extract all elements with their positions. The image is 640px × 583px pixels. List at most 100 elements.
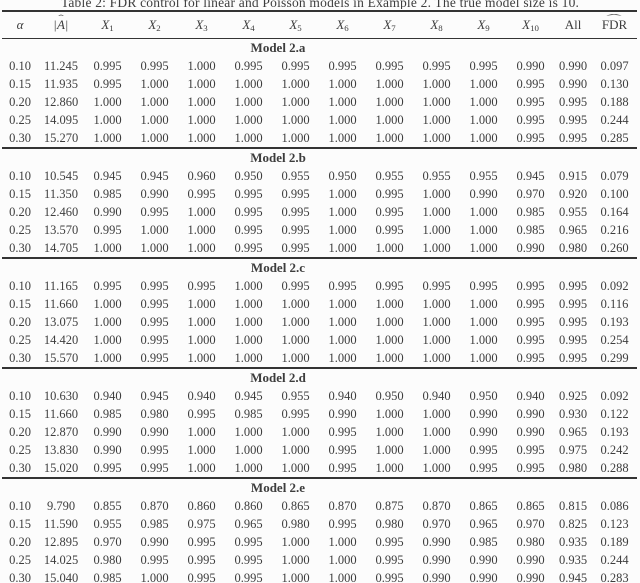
column-header-x5: X5 [272,11,319,39]
cell-value: 0.995 [93,222,122,237]
cell-value: 1.000 [234,350,263,365]
cell-value: 0.995 [234,186,263,201]
cell-value: 1.000 [281,130,310,145]
cell-value: 1.000 [375,460,404,475]
cell-value: 1.000 [469,240,498,255]
cell-value: 0.189 [600,534,629,549]
cell-value: 0.940 [93,388,122,403]
cell-value: 0.130 [600,76,629,91]
cell-value: 0.995 [516,442,545,457]
cell-value: 0.945 [516,168,545,183]
abs-bar: | [53,17,57,32]
cell-value: 1.000 [375,332,404,347]
column-header-x4: X4 [225,11,272,39]
cell-value: 1.000 [281,424,310,439]
cell-value: 1.000 [469,204,498,219]
cell-value: 1.000 [328,350,357,365]
alpha-value: 0.20 [9,94,31,109]
cell-value: 14.420 [43,332,79,347]
cell-value: 1.000 [187,332,216,347]
cell-value: 1.000 [328,76,357,91]
cell-value: 0.244 [600,552,629,567]
cell-value: 1.000 [422,112,451,127]
cell-value: 0.815 [558,498,588,513]
cell-value: 15.040 [43,570,79,583]
cell-value: 0.995 [187,570,216,583]
cell-value: 0.955 [558,204,588,219]
cell-value: 1.000 [234,314,263,329]
cell-value: 9.790 [46,498,76,513]
block-title-spacer [592,477,637,497]
cell-value: 10.545 [43,168,79,183]
cell-value: 0.965 [558,222,588,237]
cell-value: 0.123 [600,516,629,531]
cell-value: 0.950 [328,168,357,183]
cell-value: 1.000 [328,130,357,145]
column-header-alpha: α [2,11,38,39]
cell-value: 0.980 [281,516,310,531]
cell-value: 0.995 [234,58,263,73]
cell-value: 11.245 [44,58,78,73]
cell-value: 0.860 [187,498,216,513]
data-row: 0.10 9.790 0.855 0.870 0.860 0.860 0.865 0.870 0… [2,497,637,515]
cell-value: 1.000 [375,240,404,255]
cell-value: 1.000 [140,112,169,127]
cell-value: 0.930 [558,406,588,421]
cell-value: 1.000 [281,314,310,329]
cell-value: 1.000 [422,442,451,457]
cell-value: 1.000 [422,296,451,311]
cell-value: 0.935 [558,534,588,549]
cell-value: 0.990 [516,406,545,421]
cell-value: 0.285 [600,130,629,145]
cell-value: 0.995 [516,76,545,91]
cell-value: 0.995 [187,552,216,567]
cell-value: 0.985 [93,186,122,201]
cell-value: 0.995 [558,112,588,127]
cell-value: 0.985 [516,204,545,219]
cell-value: 0.875 [375,498,404,513]
block-title-spacer [554,257,592,277]
cell-value: 0.995 [516,314,545,329]
cell-value: 1.000 [187,442,216,457]
cell-value: 0.970 [93,534,122,549]
cell-value: 1.000 [375,424,404,439]
header-row: α |A ˆ | X1 X2 X3 X4 X5 X6 X7 X8 X9 X10 All FDR ˆ [2,11,637,39]
cell-value: 1.000 [281,112,310,127]
cell-value: 0.995 [234,240,263,255]
cell-value: 0.995 [140,204,169,219]
data-row: 0.15 11.660 1.000 0.995 1.000 1.000 1.000 1.000… [2,295,637,313]
cell-value: 1.000 [93,332,122,347]
alpha-value: 0.30 [9,240,31,255]
cell-value: 0.940 [187,388,216,403]
alpha-value: 0.25 [9,552,31,567]
cell-value: 0.995 [140,350,169,365]
column-header-x1: X1 [84,11,131,39]
cell-value: 1.000 [93,130,122,145]
cell-value: 0.092 [600,278,629,293]
cell-value: 0.970 [422,516,451,531]
cell-value: 1.000 [469,296,498,311]
cell-value: 1.000 [469,130,498,145]
alpha-value: 0.30 [9,130,31,145]
alpha-value: 0.10 [9,278,31,293]
alpha-value: 0.20 [9,314,31,329]
cell-value: 0.990 [516,424,545,439]
cell-value: 0.995 [375,58,404,73]
cell-value: 0.995 [140,278,169,293]
cell-value: 0.995 [422,58,451,73]
cell-value: 0.945 [234,388,263,403]
column-header-x10: X10 [507,11,554,39]
data-row: 0.25 14.095 1.000 1.000 1.000 1.000 1.000 1.000… [2,111,637,129]
cell-value: 0.865 [281,498,310,513]
cell-value: 1.000 [328,552,357,567]
cell-value: 0.955 [375,168,404,183]
cell-value: 0.980 [375,516,404,531]
cell-value: 0.299 [600,350,629,365]
alpha-value: 0.10 [9,58,31,73]
cell-value: 1.000 [93,94,122,109]
column-header-x2: X2 [131,11,178,39]
cell-value: 0.995 [469,460,498,475]
cell-value: 0.995 [328,516,357,531]
cell-value: 1.000 [234,130,263,145]
cell-value: 0.995 [234,222,263,237]
